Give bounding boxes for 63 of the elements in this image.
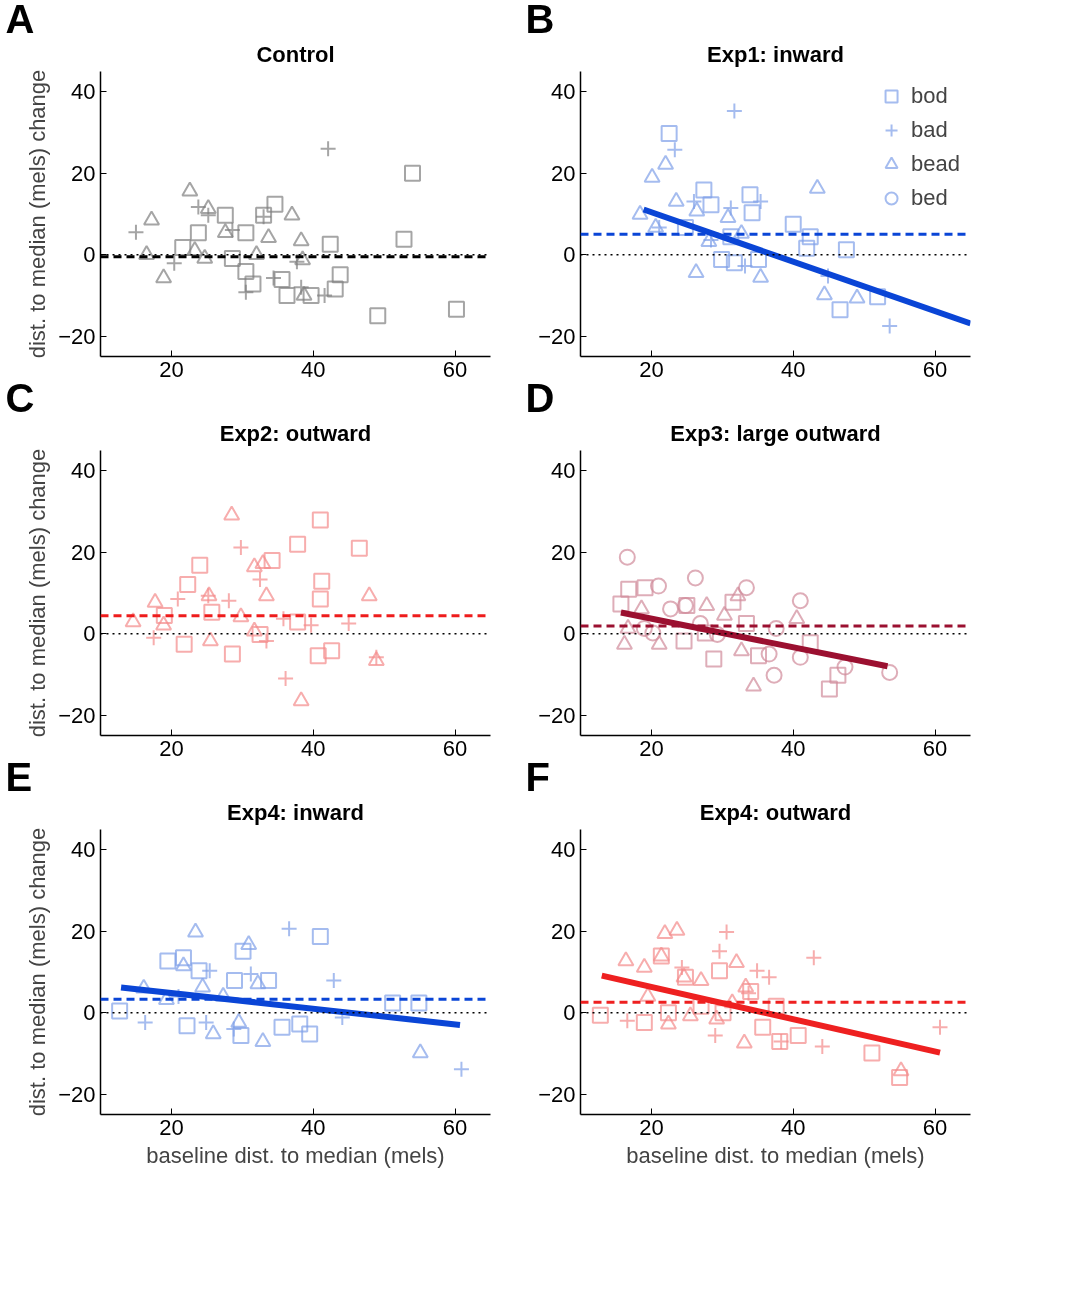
x-tick-label: 40	[780, 735, 806, 761]
legend-label: bead	[911, 151, 960, 177]
y-tick-label: −20	[538, 323, 576, 349]
text: B	[525, 0, 555, 41]
x-tick-label: 20	[639, 356, 664, 382]
x-tick-label: 40	[780, 1114, 806, 1140]
text: F	[525, 754, 550, 799]
x-tick-label: 60	[442, 356, 468, 382]
chart-title: Control	[256, 41, 335, 67]
x-tick-label: 20	[159, 1114, 184, 1140]
x-tick-label: 40	[300, 1114, 326, 1140]
y-axis-title: dist. to median (mels) change	[25, 448, 51, 738]
legend-label: bad	[911, 117, 948, 143]
y-tick-label: −20	[58, 702, 96, 728]
chart-title: Exp2: outward	[219, 420, 372, 446]
text: E	[5, 754, 33, 799]
y-tick-label: 20	[551, 160, 576, 186]
y-tick-label: 0	[563, 242, 576, 268]
y-tick-label: 0	[563, 1000, 576, 1026]
y-tick-label: 40	[551, 458, 576, 484]
legend-label: bed	[911, 185, 948, 211]
x-tick-label: 20	[639, 735, 664, 761]
x-tick-label: 20	[159, 356, 184, 382]
x-tick-label: 60	[442, 1114, 468, 1140]
y-tick-label: 40	[71, 837, 96, 863]
y-tick-label: 40	[71, 458, 96, 484]
chart-title: Exp1: inward	[707, 41, 844, 67]
y-tick-label: 40	[551, 79, 576, 105]
y-tick-label: 20	[71, 918, 96, 944]
y-tick-label: 0	[83, 621, 96, 647]
x-tick-label: 20	[159, 735, 184, 761]
legend-label: bod	[911, 83, 948, 109]
x-tick-label: 40	[300, 356, 326, 382]
y-tick-label: −20	[58, 1081, 96, 1107]
text: D	[525, 375, 555, 420]
y-tick-label: 20	[71, 160, 96, 186]
x-axis-title: baseline dist. to median (mels)	[146, 1142, 445, 1168]
x-tick-label: 40	[780, 356, 806, 382]
chart-title: Exp4: outward	[699, 799, 852, 825]
y-tick-label: 0	[563, 621, 576, 647]
x-tick-label: 20	[639, 1114, 664, 1140]
y-tick-label: 20	[551, 539, 576, 565]
y-tick-label: −20	[538, 702, 576, 728]
x-tick-label: 60	[922, 356, 948, 382]
y-tick-label: 40	[551, 837, 576, 863]
y-axis-title: dist. to median (mels) change	[25, 827, 51, 1117]
chart-title: Exp3: large outward	[670, 420, 881, 446]
y-axis-title: dist. to median (mels) change	[25, 69, 51, 359]
x-axis-title: baseline dist. to median (mels)	[626, 1142, 925, 1168]
text: C	[5, 375, 35, 420]
y-tick-label: −20	[58, 323, 96, 349]
y-tick-label: 20	[551, 918, 576, 944]
x-tick-label: 60	[442, 735, 468, 761]
chart-title: Exp4: inward	[227, 799, 364, 825]
y-tick-label: 20	[71, 539, 96, 565]
x-tick-label: 60	[922, 735, 948, 761]
y-tick-label: 0	[83, 1000, 96, 1026]
x-tick-label: 60	[922, 1114, 948, 1140]
y-tick-label: −20	[538, 1081, 576, 1107]
text: A	[5, 0, 35, 41]
x-tick-label: 40	[300, 735, 326, 761]
y-tick-label: 0	[83, 242, 96, 268]
y-tick-label: 40	[71, 79, 96, 105]
